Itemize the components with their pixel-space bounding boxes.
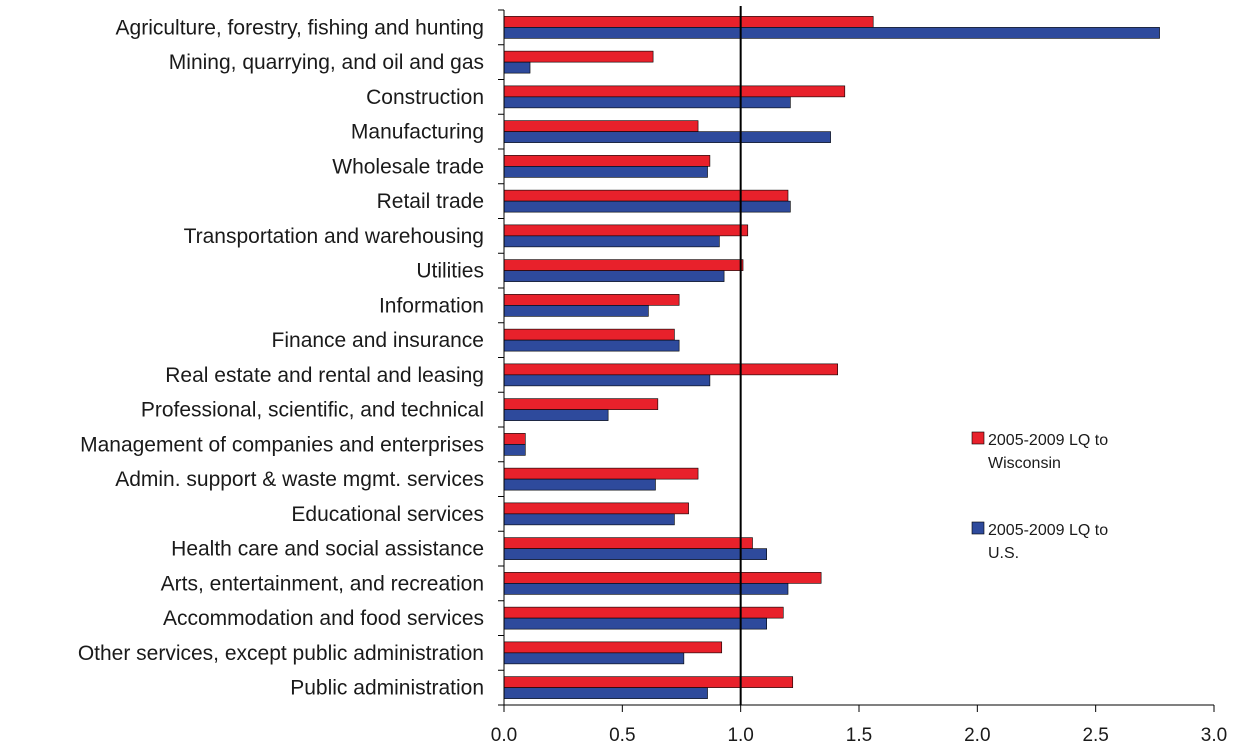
category-label: Public administration xyxy=(290,677,484,700)
x-axis-ticks: 0.0 0.5 1.0 1.5 2.0 2.5 3.0 xyxy=(491,705,1227,746)
bar-us xyxy=(503,61,531,74)
category-label: Information xyxy=(379,294,484,317)
category-label: Utilities xyxy=(416,260,484,283)
axis-layer xyxy=(498,6,1214,706)
bar-wisconsin xyxy=(503,537,753,549)
legend-label: 2005-2009 LQ to xyxy=(988,432,1108,449)
legend-label: U.S. xyxy=(988,545,1019,562)
x-tick-label: 3.0 xyxy=(1201,725,1227,746)
bar-us xyxy=(503,548,768,560)
bar-wisconsin xyxy=(503,155,711,167)
bars-layer xyxy=(503,16,1160,699)
bar-us xyxy=(503,374,711,387)
bar-wisconsin xyxy=(503,641,723,654)
bar-us xyxy=(503,270,725,282)
legend-swatch xyxy=(971,521,985,535)
category-label: Retail trade xyxy=(377,190,484,213)
bar-us xyxy=(503,513,675,526)
x-tick-label: 0.0 xyxy=(491,725,517,746)
bar-wisconsin xyxy=(503,502,689,515)
bar-us xyxy=(503,200,791,213)
category-label: Transportation and warehousing xyxy=(184,225,484,248)
bar-us xyxy=(503,96,791,109)
category-label: Wholesale trade xyxy=(332,155,484,178)
category-label: Other services, except public administra… xyxy=(78,642,484,665)
bar-wisconsin xyxy=(503,433,526,445)
legend-swatch xyxy=(971,431,985,445)
category-label: Health care and social assistance xyxy=(171,538,484,561)
bar-us xyxy=(503,305,649,317)
bar-us xyxy=(503,131,831,143)
x-tick-label: 1.5 xyxy=(846,725,872,746)
category-label: Real estate and rental and leasing xyxy=(165,364,484,387)
legend-label: 2005-2009 LQ to xyxy=(988,522,1108,539)
category-label: Mining, quarrying, and oil and gas xyxy=(169,51,484,74)
x-tick-label: 2.5 xyxy=(1082,725,1108,746)
bar-wisconsin xyxy=(503,398,659,410)
bar-us xyxy=(503,444,526,456)
x-tick-label: 2.0 xyxy=(964,725,990,746)
bar-us xyxy=(503,652,685,665)
x-tick-label: 0.5 xyxy=(609,725,635,746)
bar-us xyxy=(503,687,708,699)
legend-label: Wisconsin xyxy=(988,455,1061,472)
category-label: Professional, scientific, and technical xyxy=(141,399,484,422)
bar-wisconsin xyxy=(503,224,749,237)
bar-us xyxy=(503,339,680,352)
category-label: Construction xyxy=(366,86,484,109)
category-label: Management of companies and enterprises xyxy=(80,433,484,456)
bar-wisconsin xyxy=(503,676,794,688)
bar-wisconsin xyxy=(503,120,699,132)
bar-us xyxy=(503,478,656,491)
bar-wisconsin xyxy=(503,572,822,584)
bar-us xyxy=(503,235,720,248)
bar-wisconsin xyxy=(503,294,680,306)
bar-wisconsin xyxy=(503,50,654,63)
category-label: Manufacturing xyxy=(351,121,484,144)
bar-us xyxy=(503,617,768,630)
bar-wisconsin xyxy=(503,328,675,341)
legend: 2005-2009 LQ to Wisconsin 2005-2009 LQ to U… xyxy=(971,431,1108,562)
bar-us xyxy=(503,583,789,595)
category-label: Accommodation and food services xyxy=(163,607,484,630)
bar-wisconsin xyxy=(503,363,839,376)
bar-us xyxy=(503,166,708,178)
category-label: Agriculture, forestry, fishing and hunti… xyxy=(116,16,484,39)
bar-wisconsin xyxy=(503,189,789,202)
x-tick-label: 1.0 xyxy=(727,725,753,746)
category-label: Educational services xyxy=(291,503,484,526)
category-label: Arts, entertainment, and recreation xyxy=(161,572,484,595)
bar-wisconsin xyxy=(503,85,846,98)
bar-wisconsin xyxy=(503,16,874,28)
category-label: Admin. support & waste mgmt. services xyxy=(115,468,484,491)
bar-wisconsin xyxy=(503,259,744,271)
bar-wisconsin xyxy=(503,467,699,480)
bar-us xyxy=(503,409,609,421)
category-label: Finance and insurance xyxy=(272,329,484,352)
bar-us xyxy=(503,27,1160,39)
category-labels: Agriculture, forestry, fishing and hunti… xyxy=(78,16,484,699)
